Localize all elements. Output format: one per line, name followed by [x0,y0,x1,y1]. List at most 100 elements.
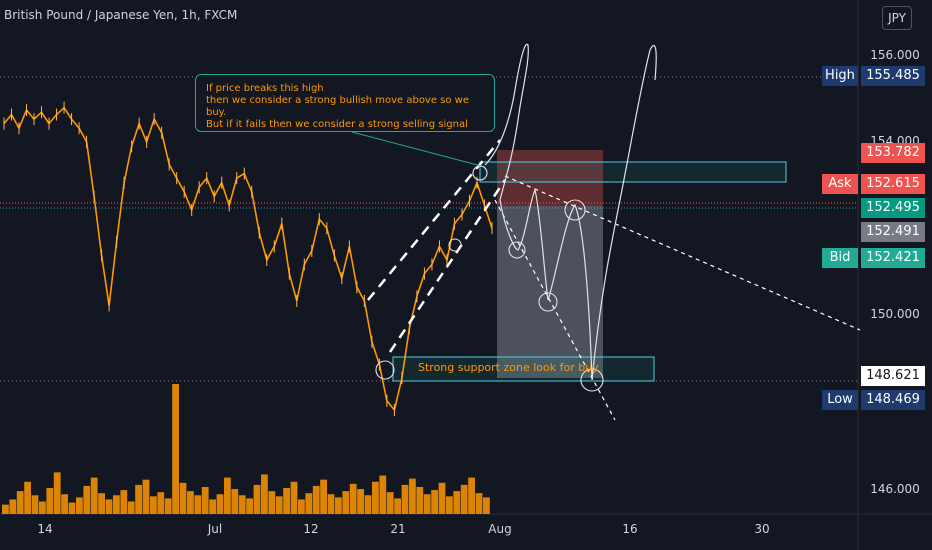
highlight-circle [448,238,462,252]
volume-bar [446,496,453,514]
currency-button[interactable]: JPY [882,6,912,30]
volume-bar [305,493,313,514]
y-tick-label: 150.000 [870,307,920,321]
highlight-circle [580,368,604,392]
volume-bar [187,491,194,514]
volume-bar [105,499,113,514]
volume-bar [76,497,83,514]
volume-bar [342,491,350,514]
callout-line-1: If price breaks this high [206,83,324,94]
x-tick-label: 16 [622,522,637,536]
volume-bar [31,495,39,514]
volume-bar [201,486,209,514]
ask-price-tag: 152.615 [861,174,925,194]
volume-bar [483,497,490,514]
volume-bar [268,491,276,514]
x-tick-label: 21 [390,522,405,536]
bid-price-tag: 152.421 [861,248,925,268]
hand-drawn-forecast-path [484,43,657,381]
volume-bar [83,485,91,514]
high-label: High [822,66,858,86]
volume-bar [53,472,61,514]
low-price-tag: 148.469 [861,390,925,410]
x-tick-label: Jul [207,522,222,536]
volume-bar [468,477,475,514]
volume-bar [98,493,105,514]
trend-line-1 [504,175,861,331]
volume-bar [164,498,172,514]
callout-pointer [351,131,486,168]
highlight-circle [375,360,395,380]
channel-lower-line [388,179,507,353]
volume-bar [423,494,431,514]
volume-bar [349,483,357,514]
volume-bar [68,502,76,514]
highlight-circle [508,241,526,259]
last-price-tag: 152.495 [861,198,925,218]
volume-bar [9,499,17,514]
volume-bar [320,479,327,514]
volume-bar [460,484,468,514]
volume-bar [372,481,379,514]
volume-bar [409,478,416,514]
volume-bar [357,489,364,514]
volume-bar [172,384,179,514]
x-tick-label: 14 [37,522,52,536]
support-zone-label: Strong support zone look for buy [418,361,599,374]
volume-bar [431,490,438,514]
volume-bar [386,492,394,514]
volume-bar [150,496,157,514]
volume-bar [135,484,142,514]
volume-bar [453,491,461,514]
volume-bar [127,501,135,514]
volume-bar [475,493,483,514]
volume-bar [61,494,68,514]
volume-bar [312,485,320,514]
volume-bar [335,497,342,514]
volume-bar [231,489,239,514]
volume-bar [290,481,298,514]
volume-bar [120,490,128,514]
y-tick-label: 146.000 [870,482,920,496]
volume-bar [2,504,9,514]
volume-bar [246,498,253,514]
annotation-callout: If price breaks this high then we consid… [195,74,495,132]
volume-bar [438,482,446,514]
support-zone [392,356,655,382]
high-price-tag: 155.485 [861,66,925,86]
y-tick-label: 156.000 [870,48,920,62]
mid-price-tag: 152.491 [861,222,925,242]
volume-bar [416,486,424,514]
volume-bar [16,491,24,514]
volume-bar [24,481,31,514]
volume-bar [283,488,290,514]
highlight-circle [564,199,586,221]
volume-bar [157,492,165,514]
volume-bar [275,496,283,514]
volume-bar [216,494,224,514]
volume-bar [142,479,150,514]
low-label: Low [822,390,858,410]
order-price-tag: 153.782 [861,143,925,163]
volume-bar [238,495,246,514]
callout-line-2: then we consider a strong bullish move a… [206,95,470,118]
volume-bar [401,484,409,514]
callout-line-3: But if it fails then we consider a stron… [206,119,468,130]
volume-bar [194,495,202,514]
volume-bar [379,475,387,514]
channel-upper-line [367,139,501,301]
bid-label: Bid [822,248,858,268]
volume-bar [179,482,187,514]
volume-bar [209,499,216,514]
crosshair-price-tag: 148.621 [861,366,925,386]
ask-label: Ask [822,174,858,194]
volume-bar [327,494,335,514]
volume-bar [90,477,98,514]
trend-line-2 [494,199,616,421]
volume-bar [298,499,305,514]
x-tick-label: 12 [303,522,318,536]
volume-bar [253,484,261,514]
volume-bar [46,488,54,514]
symbol-title: British Pound / Japanese Yen, 1h, FXCM [4,8,238,22]
